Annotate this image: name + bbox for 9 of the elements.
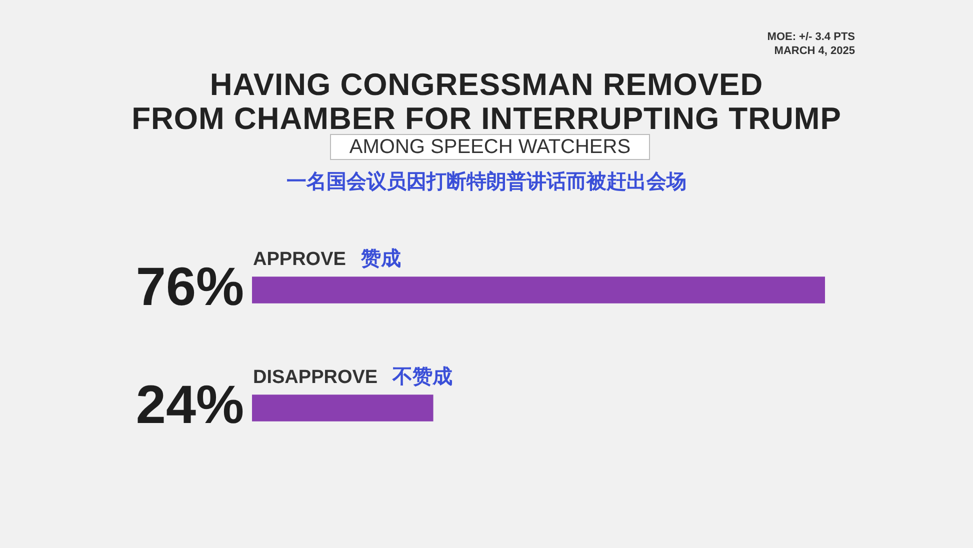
text: MOE: +/- 3.4 PTS (767, 30, 855, 44)
data-label: 24% (136, 375, 244, 435)
text: MARCH 4, 2025 (773, 44, 855, 58)
data-label: 76% (136, 257, 244, 317)
chart-subtitle: AMONG SPEECH WATCHERS (330, 134, 650, 160)
chart-title: HAVING CONGRESSMAN REMOVED FROM CHAMBER FOR INTERRUPTING TRUMP (130, 67, 842, 136)
y-tick-label: APPROVE 赞成 (253, 246, 401, 270)
y-tick-label: DISAPPROVE 不赞成 (253, 364, 453, 388)
text: 一名国会议员因打断特朗普讲话而被赶出会场 (286, 169, 688, 195)
